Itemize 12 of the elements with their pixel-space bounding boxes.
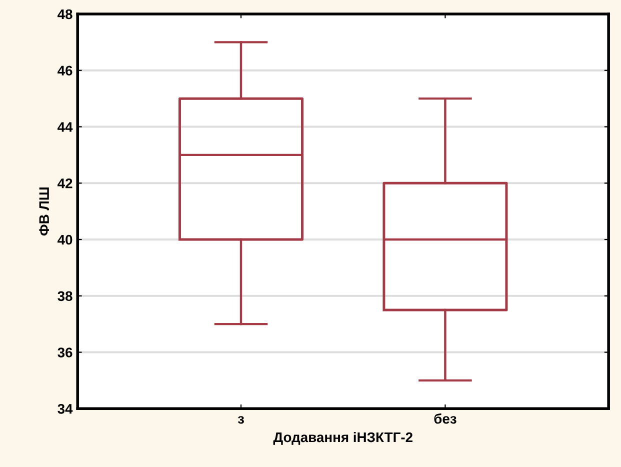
x-tick-label: без bbox=[434, 413, 456, 424]
x-tick-label: з bbox=[238, 416, 244, 424]
y-tick-label: 40 bbox=[58, 234, 72, 245]
x-axis-title: Додавання іНЗКТГ-2 bbox=[273, 432, 412, 445]
y-tick-label: 48 bbox=[58, 9, 72, 20]
y-tick-label: 46 bbox=[58, 66, 72, 76]
y-tick-label: 36 bbox=[58, 348, 72, 358]
y-tick-label: 44 bbox=[58, 122, 73, 132]
y-tick-label: 42 bbox=[58, 178, 72, 188]
y-tick-label: 34 bbox=[58, 404, 73, 414]
y-tick-label: 38 bbox=[58, 291, 72, 302]
y-axis-title: ФВ ЛШ bbox=[39, 188, 49, 236]
